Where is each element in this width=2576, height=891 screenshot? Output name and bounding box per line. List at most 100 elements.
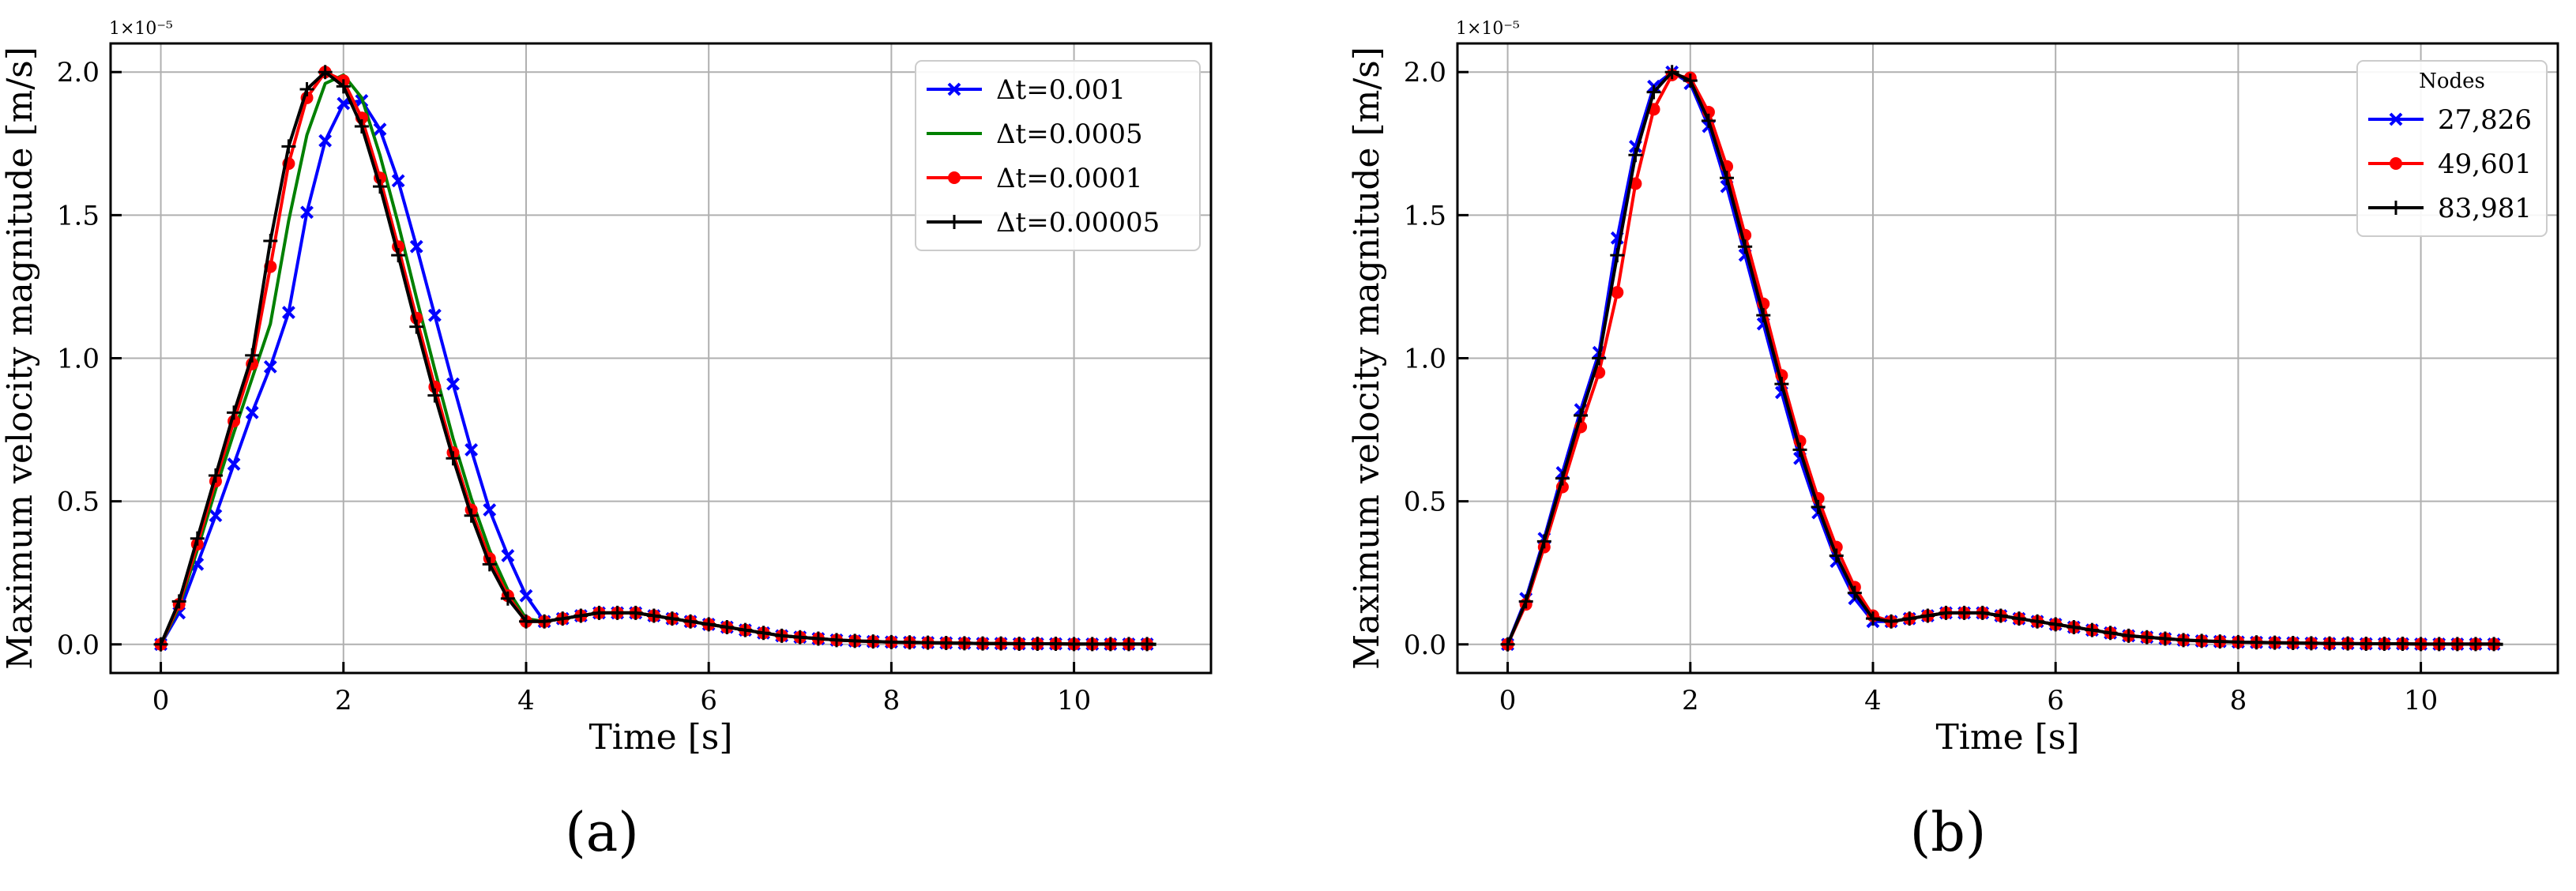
data-point — [2322, 636, 2337, 651]
data-point — [2267, 635, 2282, 650]
data-point — [628, 605, 643, 620]
data-point — [592, 605, 607, 620]
x-axis-label: Time [s] — [1935, 717, 2079, 758]
legend: Nodes 27,826 49,601 83,981 — [2356, 60, 2548, 237]
data-point — [792, 630, 807, 645]
x-tick-label: 6 — [2047, 685, 2064, 716]
data-point — [2285, 635, 2300, 650]
data-point — [738, 622, 753, 637]
data-point — [483, 503, 497, 517]
x-tick-label: 0 — [152, 685, 170, 716]
data-point — [756, 626, 771, 641]
y-tick-label: 1.5 — [1404, 200, 1446, 231]
data-point — [1957, 605, 1972, 620]
data-point — [1048, 637, 1063, 652]
legend-marker — [2389, 201, 2403, 215]
data-point — [1140, 637, 1155, 652]
legend-marker — [947, 215, 961, 229]
x-tick-label: 4 — [517, 685, 535, 716]
y-tick-label: 0.5 — [1404, 487, 1446, 518]
data-point — [281, 139, 296, 154]
data-point — [2194, 633, 2209, 649]
data-point — [1720, 171, 1735, 186]
data-point — [300, 205, 314, 220]
data-point — [2157, 631, 2172, 646]
y-axis-label: Maximum velocity magnitude [m/s] — [0, 47, 40, 670]
y-axis-label: Maximum velocity magnitude [m/s] — [1347, 47, 1387, 670]
data-point — [153, 637, 168, 652]
data-point — [409, 319, 424, 334]
legend-marker — [947, 82, 961, 96]
x-tick-label: 10 — [2404, 685, 2438, 716]
data-point — [518, 614, 533, 629]
data-point — [2431, 637, 2446, 652]
data-point — [318, 65, 333, 80]
data-point — [1103, 637, 1118, 652]
data-point — [208, 468, 223, 483]
data-point — [1829, 548, 1844, 563]
data-point — [537, 614, 552, 629]
data-point — [2395, 637, 2410, 652]
data-point — [2487, 637, 2502, 652]
data-point — [2139, 630, 2154, 645]
data-point — [2359, 637, 2374, 652]
data-point — [1574, 408, 1589, 423]
data-point — [1066, 637, 1081, 652]
data-point — [519, 588, 533, 603]
data-point — [263, 233, 278, 248]
x-tick-label: 10 — [1057, 685, 1091, 716]
data-point — [2468, 637, 2483, 652]
data-point — [1012, 637, 1027, 652]
legend-label: Δt=0.00005 — [996, 207, 1160, 239]
data-point — [2450, 637, 2465, 652]
data-point — [2048, 617, 2063, 632]
data-point — [1920, 608, 1935, 623]
data-point — [884, 634, 899, 649]
data-point — [2213, 634, 2228, 649]
data-point — [2176, 633, 2191, 648]
data-point — [1774, 377, 1789, 392]
x-tick-label: 4 — [1864, 685, 1882, 716]
y-tick-label: 1.0 — [1404, 344, 1446, 375]
data-point — [2121, 628, 2136, 643]
data-point — [427, 388, 442, 403]
x-tick-label: 8 — [883, 685, 901, 716]
data-point — [391, 174, 405, 188]
data-point — [245, 405, 259, 419]
data-point — [920, 635, 935, 650]
data-point — [683, 614, 698, 629]
data-point — [610, 605, 625, 620]
data-point — [2303, 636, 2318, 651]
data-point — [2231, 634, 2246, 649]
data-point — [227, 457, 241, 471]
data-point — [2030, 614, 2045, 629]
x-tick-label: 0 — [1499, 685, 1517, 716]
data-point — [1536, 534, 1551, 549]
chart-a: 0 2 4 6 8 10 0.0 0.5 1.0 1.5 2.0 1×10⁻⁵ Time [s] Maxi… — [0, 19, 1213, 758]
data-point — [501, 549, 515, 562]
data-point — [299, 81, 314, 96]
legend-marker — [948, 171, 961, 184]
y-tick-label: 1.0 — [57, 344, 100, 375]
data-point — [373, 122, 387, 137]
caption-a: (a) — [565, 802, 639, 864]
data-point — [1683, 73, 1698, 88]
data-point — [1738, 239, 1753, 254]
series-3 — [153, 65, 1156, 652]
legend-box — [915, 60, 1201, 251]
data-point — [409, 239, 423, 254]
data-point — [829, 633, 844, 648]
data-point — [171, 594, 186, 609]
data-point — [1611, 286, 1624, 299]
data-point — [774, 628, 789, 643]
data-point — [354, 119, 369, 134]
data-point — [664, 611, 679, 626]
x-tick-label: 2 — [1682, 685, 1699, 716]
data-point — [1085, 637, 1100, 652]
series-1 — [1501, 68, 2501, 651]
data-point — [1121, 637, 1136, 652]
data-point — [976, 636, 990, 651]
data-point — [1030, 637, 1045, 652]
y-tick-label: 0.5 — [57, 487, 100, 518]
data-point — [337, 96, 351, 111]
